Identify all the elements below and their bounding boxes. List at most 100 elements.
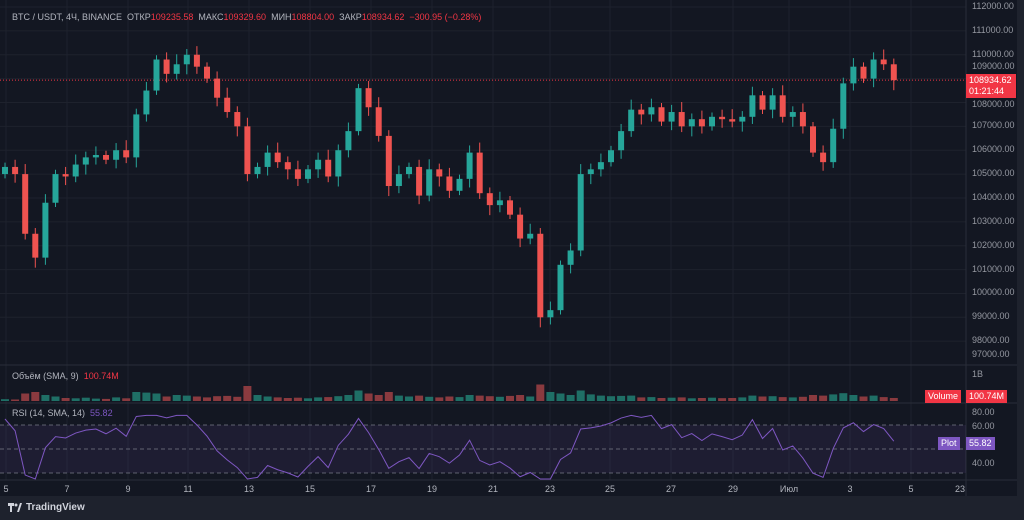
- volume-bar: [738, 397, 747, 401]
- volume-bar: [566, 395, 575, 401]
- volume-bar: [677, 397, 686, 401]
- tradingview-logo[interactable]: TradingView: [8, 502, 85, 513]
- candle-body: [890, 64, 897, 81]
- candle-body: [638, 109, 645, 115]
- candle-body: [183, 54, 190, 65]
- tradingview-brand: TradingView: [26, 502, 85, 513]
- volume-bar: [122, 398, 131, 401]
- current-price-tag: 108934.62 01:21:44: [966, 74, 1016, 98]
- candle-body: [113, 150, 120, 160]
- candle-body: [22, 174, 29, 234]
- rsi-tag: Plot: [938, 437, 960, 450]
- time-axis-label: 21: [487, 484, 499, 494]
- volume-bar: [586, 394, 595, 401]
- candle-body: [315, 159, 322, 170]
- time-axis-label: 27: [665, 484, 677, 494]
- volume-bar: [81, 397, 90, 401]
- candle-body: [688, 119, 695, 127]
- candle-body: [153, 59, 160, 91]
- candle-body: [2, 166, 8, 175]
- candle-body: [719, 116, 726, 120]
- rsi-legend[interactable]: RSI (14, SMA, 14) 55.82: [12, 408, 113, 418]
- volume-bar: [455, 397, 464, 401]
- candle-body: [608, 150, 614, 163]
- time-axis-label: 19: [426, 484, 438, 494]
- volume-bar: [627, 395, 636, 401]
- candle-body: [305, 169, 311, 179]
- candle-body: [224, 97, 231, 113]
- time-axis-label: 5: [3, 484, 9, 494]
- volume-bar: [41, 395, 50, 401]
- candle-body: [234, 112, 241, 127]
- candle-body: [143, 90, 150, 115]
- volume-bar: [223, 395, 232, 401]
- volume-bar: [324, 397, 333, 401]
- volume-bar: [697, 398, 706, 401]
- candle-body: [375, 107, 382, 136]
- volume-bar: [374, 395, 383, 401]
- time-axis-label: 7: [64, 484, 70, 494]
- volume-bar: [243, 386, 252, 401]
- candle-body: [850, 66, 857, 84]
- candle-body: [799, 112, 806, 127]
- volume-bar: [687, 398, 696, 401]
- volume-bar: [142, 392, 151, 401]
- volume-bar: [708, 397, 716, 401]
- candle-body: [557, 264, 564, 311]
- volume-bar: [273, 397, 282, 401]
- candle-body: [860, 66, 867, 79]
- candle-body: [698, 119, 705, 127]
- price-axis-label: 105000.00: [972, 168, 1015, 179]
- candle-body: [436, 169, 443, 177]
- candle-body: [385, 135, 392, 187]
- open-label: ОТКР: [127, 12, 151, 22]
- volume-bar: [304, 398, 312, 401]
- volume-bar: [647, 397, 656, 401]
- volume-bar: [546, 392, 555, 401]
- volume-legend[interactable]: Объём (SMA, 9) 100.74M: [12, 371, 119, 381]
- volume-tag-value: 100.74M: [966, 390, 1008, 403]
- candle-body: [658, 107, 665, 122]
- volume-bar: [829, 394, 838, 401]
- price-chart[interactable]: [0, 0, 1024, 496]
- candle-body: [547, 310, 554, 318]
- candle-body: [769, 95, 776, 110]
- candle-body: [567, 250, 574, 265]
- candle-body: [264, 152, 271, 167]
- time-axis-label: 25: [604, 484, 616, 494]
- candle-body: [618, 131, 625, 151]
- volume-bar: [869, 395, 878, 401]
- candle-body: [82, 157, 89, 165]
- volume-bar: [314, 397, 323, 401]
- volume-bar: [798, 396, 807, 401]
- volume-bar: [71, 398, 80, 401]
- symbol-name[interactable]: BTC / USDT, 4Ч, BINANCE: [12, 12, 123, 22]
- candle-body: [739, 116, 746, 122]
- price-axis-label: 108000.00: [972, 99, 1015, 110]
- candle-body: [476, 152, 483, 194]
- volume-bar: [657, 398, 666, 401]
- volume-bar: [506, 395, 514, 401]
- candle-body: [830, 128, 837, 163]
- volume-bar: [203, 397, 211, 401]
- volume-bar: [637, 397, 646, 401]
- volume-bar: [778, 397, 787, 401]
- volume-bar: [425, 396, 434, 401]
- volume-bar: [435, 397, 444, 401]
- volume-legend-title: Объём (SMA, 9): [12, 371, 79, 381]
- candle-body: [193, 54, 200, 67]
- volume-bar: [152, 393, 161, 401]
- candle-body: [810, 126, 816, 153]
- candle-body: [648, 107, 655, 115]
- time-axis-label: 23: [544, 484, 556, 494]
- rsi-axis-40: 40.00: [972, 458, 995, 468]
- candle-body: [92, 154, 99, 158]
- volume-bar: [283, 398, 292, 401]
- price-axis-label: 107000.00: [972, 120, 1015, 131]
- candle-body: [294, 169, 301, 179]
- volume-bar: [788, 397, 797, 401]
- volume-bar: [758, 396, 767, 401]
- candle-body: [204, 66, 210, 79]
- low-value: 108804.00: [291, 12, 335, 22]
- time-axis-label: 11: [183, 484, 193, 494]
